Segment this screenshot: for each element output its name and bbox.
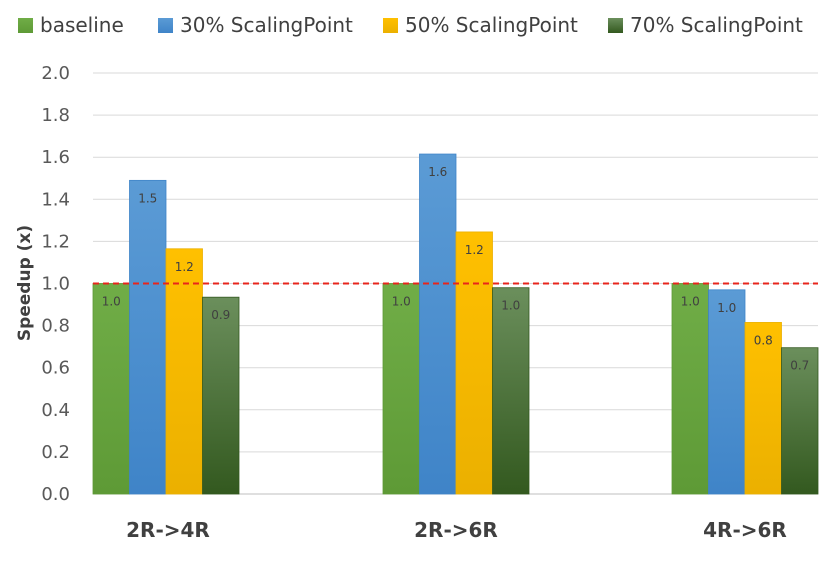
data-label: 0.7: [790, 359, 809, 373]
y-tick-label: 0.6: [41, 358, 70, 379]
x-category-labels: 2R->4R 2R->6R 4R->6R: [126, 518, 787, 542]
x-category-label: 4R->6R: [703, 518, 787, 542]
legend-swatch: [608, 18, 623, 33]
data-label: 1.0: [501, 299, 520, 313]
bar-baseline-2: [382, 283, 420, 495]
data-label: 1.0: [717, 301, 736, 315]
data-label: 1.2: [175, 260, 194, 274]
bar-30-scalingpoint-2: [419, 153, 457, 495]
bar-70-scalingpoint-3: [781, 347, 819, 495]
legend-label: 50% ScalingPoint: [405, 13, 578, 37]
y-tick-label: 0.4: [41, 400, 70, 421]
y-tick-label: 1.0: [41, 274, 70, 295]
bar-30-scalingpoint-1: [129, 179, 167, 495]
legend: baseline 30% ScalingPoint 50% ScalingPoint…: [18, 13, 803, 37]
data-label: 0.8: [754, 333, 773, 347]
legend-label: 30% ScalingPoint: [180, 13, 353, 37]
y-tick-label: 1.8: [41, 105, 70, 126]
y-tick-labels: 0.0 0.2 0.4 0.6 0.8 1.0 1.2 1.4 1.6 1.8 2.0: [41, 63, 70, 505]
legend-swatch: [383, 18, 398, 33]
bar-30-scalingpoint-3: [708, 289, 746, 495]
legend-label: baseline: [40, 13, 124, 37]
bar-50-scalingpoint-1: [165, 248, 203, 495]
data-label: 0.9: [211, 308, 230, 322]
bars: [92, 153, 819, 495]
data-labels: 1.0 1.5 1.2 0.9 1.0 1.6 1.2 1.0 1.0 1.0 0.8 0.7: [102, 165, 810, 373]
legend-swatch: [158, 18, 173, 33]
y-tick-label: 0.2: [41, 442, 70, 463]
x-category-label: 2R->6R: [414, 518, 498, 542]
data-label: 1.5: [138, 191, 157, 205]
x-category-label: 2R->4R: [126, 518, 210, 542]
bar-50-scalingpoint-2: [455, 231, 493, 495]
data-label: 1.2: [465, 243, 484, 257]
legend-label: 70% ScalingPoint: [630, 13, 803, 37]
data-label: 1.0: [681, 295, 700, 309]
data-label: 1.0: [392, 295, 411, 309]
data-label: 1.0: [102, 295, 121, 309]
y-tick-label: 1.4: [41, 189, 70, 210]
legend-swatch: [18, 18, 33, 33]
y-axis-title: Speedup (x): [15, 225, 35, 341]
y-tick-label: 1.2: [41, 231, 70, 252]
bar-70-scalingpoint-2: [492, 287, 530, 495]
data-label: 1.6: [428, 165, 447, 179]
y-tick-label: 0.0: [41, 484, 70, 505]
bar-50-scalingpoint-3: [744, 322, 782, 495]
y-tick-label: 1.6: [41, 147, 70, 168]
bar-baseline-3: [671, 283, 709, 495]
bar-70-scalingpoint-1: [202, 296, 240, 495]
y-tick-label: 0.8: [41, 316, 70, 337]
bar-baseline-1: [92, 283, 130, 495]
y-tick-label: 2.0: [41, 63, 70, 84]
